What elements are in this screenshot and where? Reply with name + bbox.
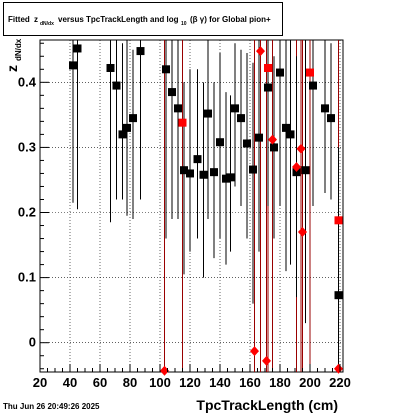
data-point-red	[264, 63, 272, 72]
chart-title-box	[3, 2, 283, 36]
x-tick-label: 180	[269, 375, 291, 390]
data-point-red-diamond	[160, 365, 169, 376]
chart-title-z: z	[34, 15, 38, 24]
data-point-black	[222, 174, 230, 183]
data-point-black	[226, 173, 235, 182]
data-point-red	[334, 216, 343, 225]
chart-title-z-sub: dN/dx	[40, 21, 54, 27]
data-point-black	[309, 81, 317, 90]
data-point-black	[136, 47, 145, 56]
error-bars	[72, 40, 339, 372]
x-tick-label: 100	[149, 375, 171, 390]
data-point-red-diamond	[296, 143, 306, 154]
chart-title-paren: (β γ) for Global pion+	[190, 15, 271, 24]
data-point-red-diamond	[256, 46, 265, 57]
data-point-black	[73, 44, 82, 53]
plot-frame	[39, 39, 344, 373]
timestamp: Thu Jun 26 20:49:26 2025	[3, 402, 100, 411]
data-point-black	[168, 88, 176, 97]
x-tick-label: 120	[179, 375, 201, 390]
y-tick-label: 0.4	[18, 74, 37, 89]
data-point-black	[69, 61, 77, 70]
data-point-black	[210, 168, 218, 177]
data-point-black	[118, 130, 127, 139]
x-tick-label: 80	[123, 375, 137, 390]
x-tick-label: 140	[209, 375, 231, 390]
data-point-black	[282, 123, 290, 132]
data-point-red-diamond	[298, 227, 307, 238]
data-point-black	[321, 104, 329, 113]
x-axis-title: TpcTrackLength (cm)	[196, 397, 338, 413]
data-point-black	[264, 83, 272, 92]
data-point-black	[180, 166, 188, 175]
y-tick-label: 0.3	[18, 139, 36, 154]
chart-title-prefix: Fitted	[8, 15, 30, 24]
data-point-black	[106, 63, 115, 72]
data-point-black	[237, 114, 245, 123]
data-point-red	[178, 118, 187, 127]
data-point-black	[231, 104, 239, 113]
data-point-black	[255, 133, 263, 142]
y-tick-label: 0	[29, 335, 36, 350]
red-vertical-lines	[164, 40, 339, 372]
data-point-black	[270, 143, 278, 152]
data-point-black	[193, 155, 202, 164]
data-markers	[69, 44, 343, 376]
data-point-red-diamond	[334, 363, 343, 374]
y-tick-label: 0.1	[18, 270, 36, 285]
data-point-black	[186, 169, 194, 178]
chart-title-log-sub: 10	[181, 21, 187, 27]
x-tick-label: 40	[63, 375, 77, 390]
data-point-red-diamond	[292, 161, 301, 172]
data-point-black	[123, 123, 131, 132]
axis-ticks: 20 40 60 80 100 120 140 160 180 200 220 0 0.1 0.2 0.3 0…	[18, 42, 351, 390]
data-point-black	[112, 81, 121, 90]
y-axis-title-sub: dN/dx	[14, 38, 23, 61]
x-tick-label: 20	[33, 375, 47, 390]
data-point-black	[129, 114, 137, 123]
data-point-red	[306, 68, 314, 77]
data-point-black	[286, 130, 295, 139]
data-point-black	[174, 104, 182, 113]
y-tick-label: 0.2	[18, 205, 36, 220]
chart-title-mid: versus TpcTrackLength and log	[58, 15, 179, 24]
data-point-red-diamond	[262, 355, 271, 366]
data-point-black	[162, 65, 170, 74]
grid-lines	[40, 40, 343, 372]
data-point-black	[204, 109, 212, 118]
data-point-black	[243, 139, 251, 148]
data-point-black	[199, 170, 208, 179]
data-point-black	[276, 68, 284, 77]
data-point-black	[327, 114, 335, 123]
data-point-red-diamond	[268, 134, 277, 145]
y-axis-title: z	[4, 65, 20, 72]
x-tick-label: 220	[329, 375, 351, 390]
x-tick-label: 200	[299, 375, 321, 390]
data-point-black	[249, 165, 257, 174]
data-point-black	[301, 166, 310, 175]
data-point-black	[292, 168, 301, 177]
data-point-red-diamond	[250, 346, 259, 357]
x-tick-label: 60	[93, 375, 107, 390]
x-tick-label: 160	[239, 375, 261, 390]
data-point-black	[216, 138, 224, 147]
data-point-black	[334, 291, 343, 300]
